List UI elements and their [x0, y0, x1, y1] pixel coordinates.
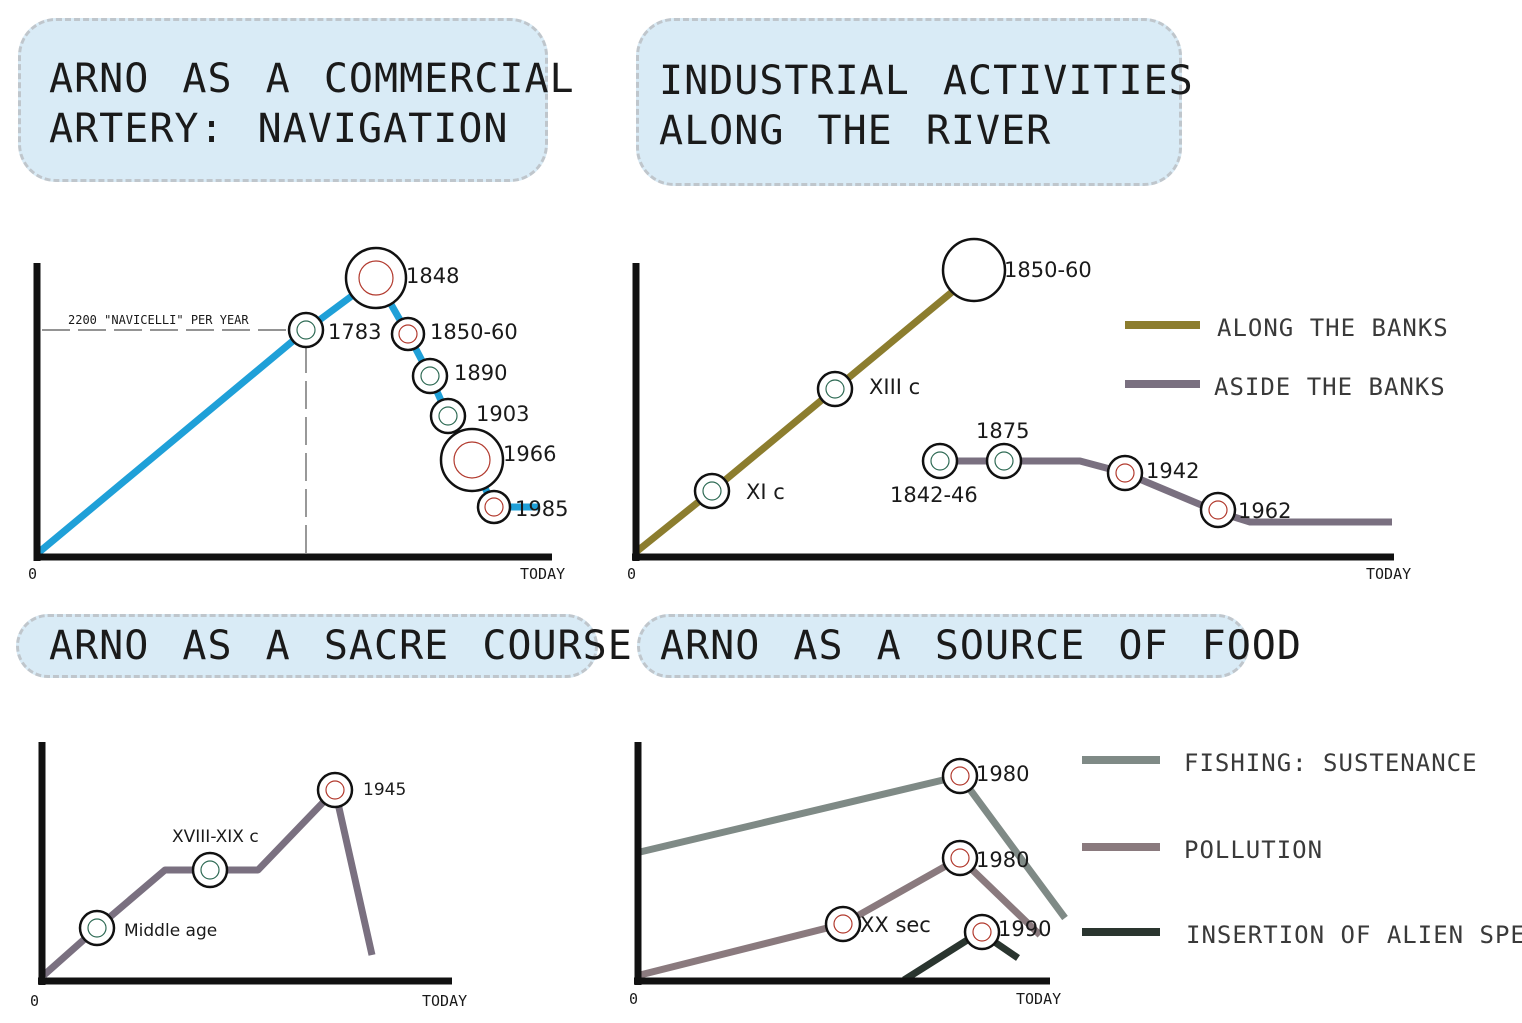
milestone-1875: 1875	[976, 419, 1029, 480]
navigation-title: ARNO AS A COMMERCIAL ARTERY: NAVIGATION	[18, 18, 575, 182]
sacred-axis-end: TODAY	[422, 992, 467, 1010]
milestone-label-1942: 1942	[1146, 459, 1199, 483]
milestone-1850-60: 1850-60	[390, 316, 518, 352]
navigation-title-line-2: ARTERY: NAVIGATION	[49, 106, 509, 152]
milestone-xi-c: XI c	[693, 472, 785, 510]
milestone-label-xviii-xix-c: XVIII-XIX c	[172, 827, 259, 847]
milestone-label-1848: 1848	[406, 264, 459, 288]
milestone-label-1850-60-industrial: 1850-60	[1004, 258, 1092, 282]
milestone-1945: 1945	[316, 771, 406, 809]
milestone-label-fishing-1980: 1980	[976, 762, 1029, 786]
industrial-title-line-1: INDUSTRIAL ACTIVITIES	[659, 58, 1194, 104]
industrial-axis-end: TODAY	[1366, 565, 1411, 583]
milestone-1903: 1903	[429, 397, 529, 435]
milestone-label-1903: 1903	[476, 402, 529, 426]
navigation-chart: 2200 "NAVICELLI" PER YEAR 0 TODAY 1783 1…	[28, 246, 568, 583]
legend-label-alien-species: INSERTION OF ALIEN SPE	[1186, 921, 1522, 949]
milestone-1966: 1966	[439, 427, 556, 493]
food-legend: FISHING: SUSTENANCE POLLUTION INSERTION …	[1082, 749, 1522, 949]
pollution-line	[639, 854, 1043, 979]
milestone-label-1985: 1985	[515, 497, 568, 521]
milestone-label-1945: 1945	[363, 780, 406, 800]
milestone-1985: 1985	[476, 489, 568, 525]
milestone-1990: 1990	[963, 913, 1051, 951]
milestone-fishing-1980: 1980	[941, 757, 1029, 795]
milestone-1942: 1942	[1106, 454, 1199, 492]
milestone-1962: 1962	[1199, 491, 1291, 529]
milestone-label-xi-c: XI c	[746, 480, 785, 504]
milestone-label-pollution-1980: 1980	[976, 848, 1029, 872]
food-axis-origin: 0	[629, 990, 638, 1008]
milestone-label-1783: 1783	[328, 320, 381, 344]
milestone-xx-sec: XX sec	[824, 905, 931, 943]
industrial-chart: 0 TODAY XI c XIII c 1850-60 1842-46 1875	[627, 237, 1449, 583]
legend-label-aside-banks: ASIDE THE BANKS	[1214, 373, 1446, 401]
milestone-label-1842-46: 1842-46	[890, 483, 978, 507]
food-chart: 0 TODAY 1980 XX sec 1980 1990 FISHING: S…	[629, 742, 1522, 1008]
sacred-axis-origin: 0	[30, 992, 39, 1010]
milestone-middle-age: Middle age	[78, 909, 217, 947]
milestone-label-1966: 1966	[503, 442, 556, 466]
legend-label-along-banks: ALONG THE BANKS	[1217, 314, 1449, 342]
along-banks-line	[633, 289, 955, 555]
milestone-label-1890: 1890	[454, 361, 507, 385]
milestone-label-middle-age: Middle age	[124, 921, 217, 941]
milestone-1848: 1848	[344, 246, 459, 310]
milestone-1783: 1783	[287, 311, 381, 349]
legend-label-fishing: FISHING: SUSTENANCE	[1184, 749, 1478, 777]
navigation-title-line-1: ARNO AS A COMMERCIAL	[49, 56, 575, 102]
milestone-label-1850-60: 1850-60	[430, 320, 518, 344]
industrial-axis-origin: 0	[627, 565, 636, 583]
navigation-axis-end: TODAY	[520, 565, 565, 583]
sacred-title-line-1: ARNO AS A SACRE COURSE	[49, 623, 633, 669]
milestone-xiii-c: XIII c	[816, 370, 920, 408]
industrial-title-line-2: ALONG THE RIVER	[659, 108, 1052, 154]
food-title: ARNO AS A SOURCE OF FOOD	[637, 614, 1302, 678]
industrial-legend: ALONG THE BANKS ASIDE THE BANKS	[1125, 314, 1449, 401]
food-title-line-1: ARNO AS A SOURCE OF FOOD	[660, 623, 1302, 669]
milestone-label-1875: 1875	[976, 419, 1029, 443]
milestone-label-1962: 1962	[1238, 499, 1291, 523]
milestone-1890: 1890	[411, 357, 507, 395]
sacred-title: ARNO AS A SACRE COURSE	[16, 614, 633, 678]
milestone-label-xiii-c: XIII c	[869, 375, 920, 399]
milestone-pollution-1980: 1980	[941, 839, 1029, 877]
milestone-1842-46: 1842-46	[890, 442, 978, 507]
legend-label-pollution: POLLUTION	[1184, 836, 1323, 864]
milestone-label-xx-sec: XX sec	[860, 913, 931, 937]
food-axis-end: TODAY	[1016, 990, 1061, 1008]
milestone-1850-60-industrial: 1850-60	[941, 237, 1092, 303]
milestone-xviii-xix-c: XVIII-XIX c	[172, 827, 259, 889]
navigation-axis-origin: 0	[28, 565, 37, 583]
industrial-title: INDUSTRIAL ACTIVITIES ALONG THE RIVER	[636, 18, 1194, 186]
milestone-label-1990: 1990	[998, 917, 1051, 941]
sacred-chart: 0 TODAY Middle age XVIII-XIX c 1945	[30, 742, 467, 1010]
reference-label: 2200 "NAVICELLI" PER YEAR	[68, 313, 249, 327]
